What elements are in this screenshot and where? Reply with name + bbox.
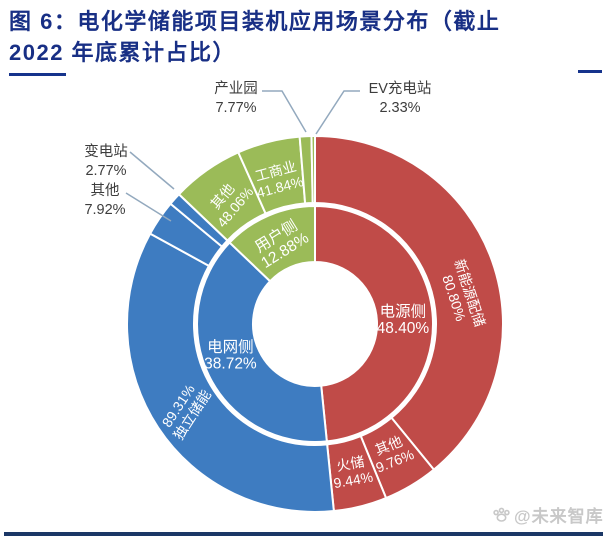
segment-label-grid-side: 电网侧 38.72% bbox=[204, 338, 257, 373]
callout-label-industrial-park: 产业园 bbox=[214, 81, 258, 97]
watermark: @未来智库 bbox=[492, 502, 604, 527]
callout-label-substation: 变电站 bbox=[84, 144, 128, 160]
paw-icon bbox=[493, 507, 510, 522]
segment-label-power-side: 电源侧 48.40% bbox=[377, 303, 430, 338]
callout-value-ev-charging-station: 2.33% bbox=[379, 99, 421, 116]
callout-industrial-park: 产业园 7.77% bbox=[203, 80, 269, 117]
segment-label-power-other: 其他9.76% bbox=[367, 431, 416, 476]
callout-value-industrial-park: 7.77% bbox=[215, 99, 257, 116]
segment-label-thermal-storage: 火储9.44% bbox=[329, 452, 374, 491]
callout-grid-other: 其他 7.92% bbox=[79, 182, 131, 219]
title-right-dash bbox=[578, 70, 602, 73]
callout-substation: 变电站 2.77% bbox=[78, 143, 134, 180]
figure-title-line-2: 2022 年底累计占比） bbox=[9, 40, 237, 66]
inner-segment-grid-side bbox=[196, 241, 328, 443]
figure-title: 图 6：电化学储能项目装机应用场景分布（截止 2022 年底累计占比） bbox=[9, 6, 601, 68]
callout-label-ev-charging-station: EV充电站 bbox=[368, 81, 432, 97]
callout-label-grid-other: 其他 bbox=[90, 183, 120, 199]
leader-line-ev-charging-station bbox=[315, 90, 360, 135]
outer-segment-renewable-paired-storage bbox=[314, 135, 504, 471]
outer-segment-ev-charging-station bbox=[310, 134, 316, 205]
leader-line-industrial-park bbox=[262, 90, 307, 133]
callout-value-substation: 2.77% bbox=[85, 162, 127, 179]
leader-line-substation bbox=[129, 151, 175, 190]
leader-line-grid-other bbox=[125, 192, 172, 222]
watermark-text: @未来智库 bbox=[514, 507, 604, 526]
callout-ev-charging-station: EV充电站 2.33% bbox=[357, 80, 443, 117]
outer-segment-independent-storage bbox=[126, 232, 335, 513]
figure-title-line-1: 图 6：电化学储能项目装机应用场景分布（截止 bbox=[9, 9, 501, 34]
inner-segment-user-side bbox=[228, 205, 316, 283]
title-underline bbox=[9, 73, 66, 76]
inner-segment-power-side bbox=[314, 205, 434, 443]
bottom-rule bbox=[4, 532, 603, 536]
callout-value-grid-other: 7.92% bbox=[84, 201, 126, 218]
